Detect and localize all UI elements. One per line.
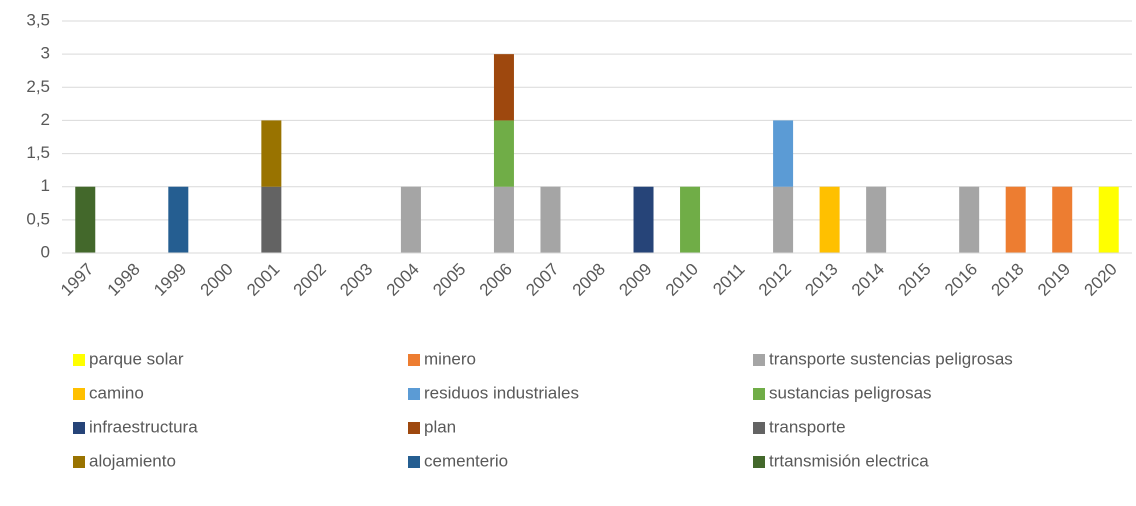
legend-swatch	[408, 422, 420, 434]
x-tick-label: 2016	[941, 260, 981, 300]
bar-segment	[773, 120, 794, 187]
x-tick-label: 2000	[197, 260, 237, 300]
bar-segment	[261, 186, 282, 253]
x-tick-label: 2008	[569, 260, 609, 300]
bar-segment	[1005, 186, 1026, 253]
legend-label: infraestructura	[89, 417, 198, 436]
legend-label: sustancias peligrosas	[769, 383, 932, 402]
legend-label: camino	[89, 383, 144, 402]
x-tick-label: 2015	[894, 260, 934, 300]
x-tick-label: 2012	[755, 260, 795, 300]
bar-segment	[1098, 186, 1119, 253]
x-tick-label: 2005	[429, 260, 469, 300]
x-tick-label: 1998	[104, 260, 144, 300]
legend-swatch	[753, 388, 765, 400]
legend-label: transporte	[769, 417, 846, 436]
x-tick-label: 2018	[988, 260, 1028, 300]
y-tick-label: 3,5	[26, 10, 50, 29]
legend-label: minero	[424, 349, 476, 368]
x-tick-label: 2007	[522, 260, 562, 300]
y-tick-label: 1	[41, 176, 50, 195]
legend-swatch	[73, 456, 85, 468]
bar-segment	[819, 186, 840, 253]
legend-swatch	[753, 456, 765, 468]
legend-label: trtansmisión electrica	[769, 451, 929, 470]
bar-segment	[75, 186, 96, 253]
legend-swatch	[73, 422, 85, 434]
y-tick-label: 2,5	[26, 77, 50, 96]
legend-swatch	[73, 354, 85, 366]
legend-swatch	[408, 456, 420, 468]
bar-segment	[633, 186, 654, 253]
legend-label: plan	[424, 417, 456, 436]
bar-segment	[493, 54, 514, 121]
bar-segment	[773, 186, 794, 253]
bar-segment	[540, 186, 561, 253]
x-tick-label: 2019	[1034, 260, 1074, 300]
y-tick-label: 0,5	[26, 209, 50, 228]
legend-label: cementerio	[424, 451, 508, 470]
legend-swatch	[753, 422, 765, 434]
x-tick-label: 2011	[709, 260, 748, 299]
bar-segment	[866, 186, 887, 253]
x-tick-label: 1997	[57, 260, 97, 300]
bar-segment	[959, 186, 980, 253]
x-tick-label: 2020	[1081, 260, 1121, 300]
x-tick-label: 2001	[243, 260, 283, 300]
x-tick-label: 1999	[150, 260, 190, 300]
legend-label: residuos industriales	[424, 383, 579, 402]
x-tick-label: 2013	[801, 260, 841, 300]
bar-segment	[1052, 186, 1073, 253]
x-tick-label: 2014	[848, 260, 888, 300]
legend-swatch	[408, 388, 420, 400]
y-tick-label: 3	[41, 44, 50, 63]
legend-swatch	[753, 354, 765, 366]
legend-swatch	[73, 388, 85, 400]
x-tick-label: 2003	[336, 260, 376, 300]
bar-segment	[680, 186, 701, 253]
y-tick-label: 2	[41, 110, 50, 129]
x-tick-label: 2010	[662, 260, 702, 300]
bar-segment	[493, 186, 514, 253]
x-tick-label: 2009	[615, 260, 655, 300]
y-tick-label: 1,5	[26, 143, 50, 162]
legend-label: alojamiento	[89, 451, 176, 470]
bar-segment	[261, 120, 282, 187]
x-tick-label: 2002	[290, 260, 330, 300]
x-tick-label: 2006	[476, 260, 516, 300]
legend-swatch	[408, 354, 420, 366]
bar-segment	[493, 120, 514, 187]
legend-label: transporte sustencias peligrosas	[769, 349, 1013, 368]
x-tick-label: 2004	[383, 260, 423, 300]
bar-segment	[400, 186, 421, 253]
legend-label: parque solar	[89, 349, 184, 368]
bar-segment	[168, 186, 189, 253]
y-tick-label: 0	[41, 242, 50, 261]
